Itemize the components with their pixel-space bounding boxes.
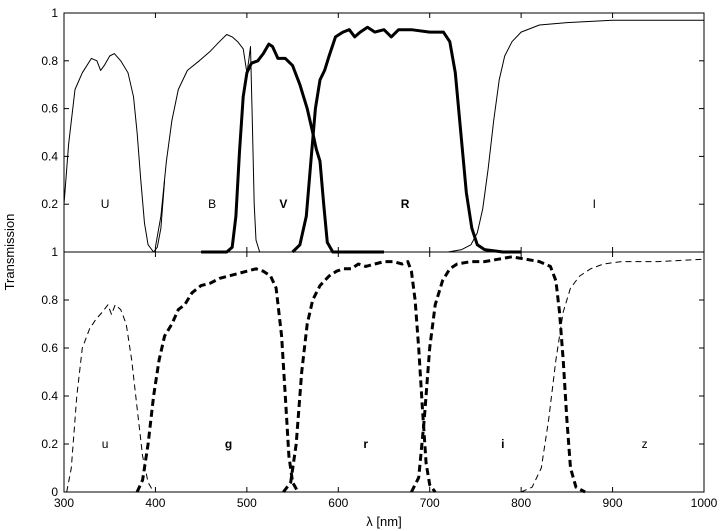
- x-tick-label: 300: [54, 496, 74, 510]
- band-label-g: g: [225, 437, 232, 451]
- band-label-B: B: [208, 197, 216, 211]
- band-label-R: R: [401, 197, 410, 211]
- panel-frame-bottom: [63, 251, 705, 493]
- y-tick-label-bottom: 0.2: [41, 437, 58, 451]
- series-line-B: [154, 34, 261, 253]
- band-label-u: u: [102, 437, 109, 451]
- x-tick-label: 1000: [691, 496, 718, 510]
- y-axis-title: Transmission: [2, 214, 17, 291]
- x-tick-label: 500: [237, 496, 257, 510]
- x-axis-title: λ [nm]: [366, 514, 401, 529]
- y-tick-label-bottom: 0: [51, 485, 58, 499]
- series-line-g: [135, 267, 300, 493]
- y-tick-label-top: 0.8: [41, 54, 58, 68]
- band-label-I: I: [593, 197, 596, 211]
- band-label-r: r: [363, 437, 368, 451]
- labels-layer: U B V R Iu g r i z: [101, 197, 648, 451]
- y-tick-label-bottom: 1: [51, 245, 58, 259]
- x-tick-label: 700: [420, 496, 440, 510]
- band-label-z: z: [642, 437, 648, 451]
- series-line-U: [63, 53, 166, 253]
- series-line-R: [291, 25, 522, 254]
- y-tick-label-bottom: 0.6: [41, 341, 58, 355]
- series-line-z: [520, 258, 705, 493]
- band-label-i: i: [501, 437, 504, 451]
- y-tick-label-top: 0.2: [41, 197, 58, 211]
- x-tick-label: 900: [603, 496, 623, 510]
- x-tick-label: 600: [328, 496, 348, 510]
- series-line-I: [447, 19, 704, 253]
- series-line-r: [282, 260, 437, 493]
- curves-layer: [63, 19, 705, 494]
- y-tick-label-bottom: 0.4: [41, 389, 58, 403]
- y-tick-label-top: 0.4: [41, 149, 58, 163]
- x-tick-label: 400: [145, 496, 165, 510]
- band-label-U: U: [101, 197, 110, 211]
- y-tick-label-bottom: 0.8: [41, 293, 58, 307]
- series-line-u: [66, 304, 155, 493]
- series-line-i: [410, 255, 586, 494]
- series-line-V: [201, 42, 384, 254]
- y-tick-label-top: 0.6: [41, 102, 58, 116]
- x-tick-label: 800: [511, 496, 531, 510]
- panel-frame-top: [63, 12, 705, 253]
- axes-layer: 0.2 0.4 0.6 0.8 1 0 0.2 0.4 0.6 0.8 1 300 400 500 600 7…: [41, 6, 717, 510]
- y-tick-label-top: 1: [51, 6, 58, 20]
- band-label-V: V: [279, 197, 287, 211]
